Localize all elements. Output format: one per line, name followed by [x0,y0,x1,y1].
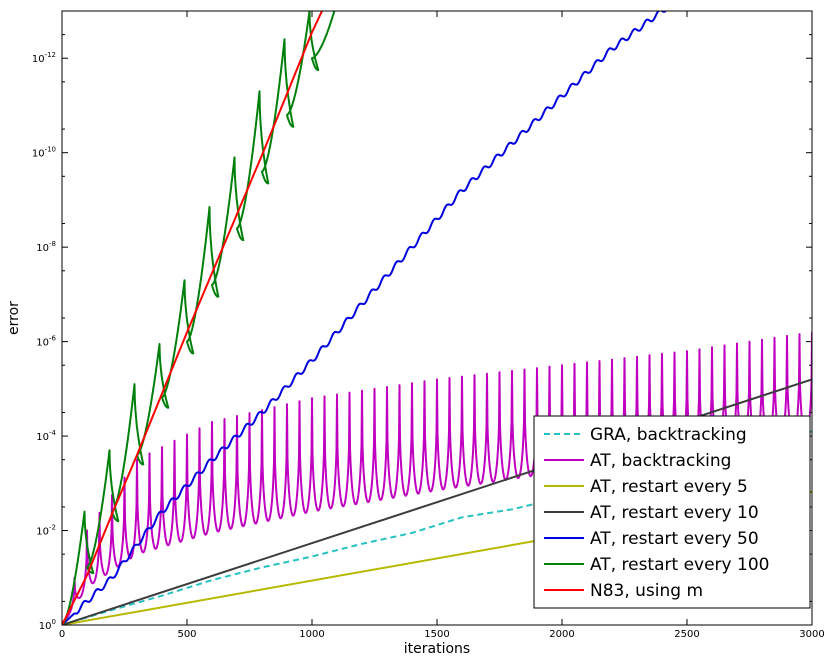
x-tick-label: 1500 [424,629,449,640]
y-tick-label: 100 [39,618,56,632]
legend: GRA, backtracking AT, backtracking AT, res… [533,415,811,609]
series-line-at-restart-every-50 [62,11,667,625]
legend-label: AT, restart every 5 [590,477,748,497]
x-tick-label: 500 [177,629,196,640]
x-tick-label: 3000 [799,629,824,640]
y-tick-label: 10-4 [36,429,56,443]
legend-label: AT, restart every 50 [590,529,759,549]
y-tick-label: 10-10 [32,146,56,160]
ticks-layer: 0 500 1000 1500 2000 2500 3000 100 10-2 10-4 10-6 1… [32,11,825,640]
y-tick-label: 10-8 [36,240,56,254]
x-tick-label: 2000 [549,629,574,640]
x-tick-label: 1000 [299,629,324,640]
y-axis-title: error [6,301,22,335]
legend-label: AT, restart every 100 [590,555,769,575]
series-line-at-backtracking [62,332,812,625]
y-tick-label: 10-12 [32,51,56,65]
y-tick-label: 10-2 [36,524,56,538]
x-tick-label: 2500 [674,629,699,640]
series-line-at-restart-every-100 [62,11,336,625]
x-axis-title: iterations [404,641,470,657]
x-tick-label: 0 [59,629,65,640]
y-tick-label: 10-6 [36,335,56,349]
legend-label: GRA, backtracking [590,425,747,445]
legend-label: AT, backtracking [590,451,731,471]
series-line-gra-backtracking [62,430,812,625]
series-line-n83-using-m [62,11,323,625]
legend-label: AT, restart every 10 [590,503,759,523]
legend-label: N83, using m [590,581,703,601]
